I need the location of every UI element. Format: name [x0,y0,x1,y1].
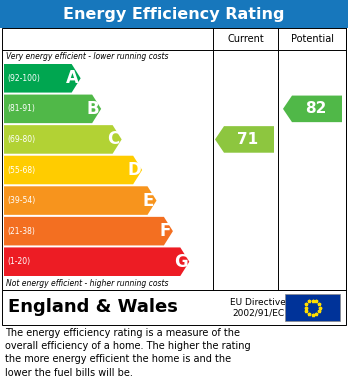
Text: 71: 71 [237,132,258,147]
Polygon shape [4,64,81,93]
Text: England & Wales: England & Wales [8,298,178,316]
Text: (92-100): (92-100) [7,74,40,83]
Text: Very energy efficient - lower running costs: Very energy efficient - lower running co… [6,52,168,61]
Text: (55-68): (55-68) [7,165,35,174]
Text: (1-20): (1-20) [7,257,30,266]
Bar [2,290,346,325]
Text: EU Directive
2002/91/EC: EU Directive 2002/91/EC [230,298,286,317]
Polygon shape [4,186,157,215]
Text: 82: 82 [305,101,326,117]
Text: C: C [108,131,120,149]
Text: Not energy efficient - higher running costs: Not energy efficient - higher running co… [6,279,168,288]
Text: The energy efficiency rating is a measure of the
overall efficiency of a home. T: The energy efficiency rating is a measur… [5,328,251,378]
Text: (81-91): (81-91) [7,104,35,113]
Text: (21-38): (21-38) [7,227,35,236]
Text: (69-80): (69-80) [7,135,35,144]
Text: G: G [174,253,188,271]
Polygon shape [4,125,122,154]
Polygon shape [4,95,101,123]
Polygon shape [4,248,189,276]
Text: Energy Efficiency Rating: Energy Efficiency Rating [63,7,285,22]
Bar [0,0,348,28]
Text: E: E [143,192,154,210]
Text: F: F [159,222,171,240]
Text: A: A [66,69,79,87]
Text: Potential: Potential [291,34,333,44]
Text: B: B [87,100,100,118]
Bar [2,28,346,290]
Polygon shape [4,156,142,184]
Bar [285,294,340,321]
Polygon shape [215,126,274,153]
Text: (39-54): (39-54) [7,196,35,205]
Text: Current: Current [227,34,264,44]
Polygon shape [4,217,173,246]
Polygon shape [283,95,342,122]
Text: D: D [127,161,141,179]
